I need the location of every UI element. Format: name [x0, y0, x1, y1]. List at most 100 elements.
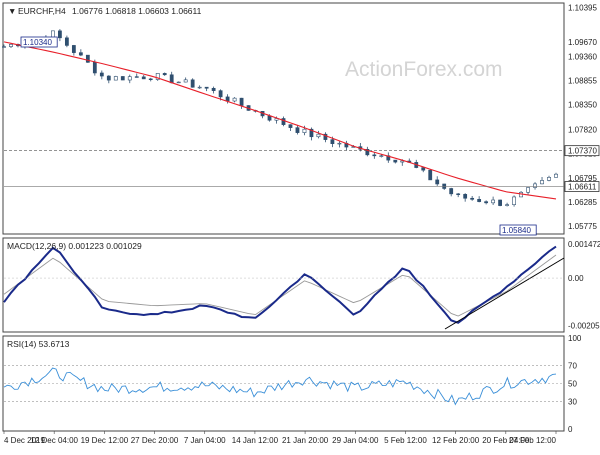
ohlc-readout: 1.06776 1.06818 1.06603 1.06611: [72, 6, 202, 16]
candle-body: [400, 160, 405, 163]
candle-body: [505, 204, 509, 206]
candle-body: [204, 86, 209, 89]
candle-body: [379, 155, 384, 157]
candle-body: [498, 199, 503, 206]
candle-body: [78, 52, 83, 56]
rsi-line: [3, 367, 557, 406]
macd-trendline: [444, 257, 565, 330]
candle-body: [162, 73, 167, 76]
rsi-tick-label: 50: [568, 380, 577, 389]
x-tick-label: 14 Jan 12:00: [232, 436, 279, 445]
x-tick-label: 5 Feb 12:00: [384, 436, 427, 445]
candle-body: [316, 133, 321, 138]
price-tick-label: 1.08855: [568, 76, 597, 85]
dropdown-arrow-icon[interactable]: ▼: [8, 6, 16, 16]
candle-body: [232, 97, 237, 102]
price-tick-label: 1.06795: [568, 174, 597, 183]
candle-body: [421, 167, 426, 171]
axes: 1.10395 1.09670 1.09360 1.08855 1.08350 1.078…: [3, 4, 600, 445]
candle-body: [239, 97, 244, 106]
candle-body: [190, 79, 195, 88]
candle-body: [92, 62, 97, 74]
x-tick-label: 20 Feb 04:00: [482, 436, 530, 445]
candle-body: [281, 118, 286, 125]
macd-tick-label: 0.001472: [568, 240, 600, 249]
price-tick-label: 1.06285: [568, 198, 597, 207]
x-tick-label: 19 Dec 12:00: [81, 436, 129, 445]
candle-body: [526, 187, 530, 193]
watermark: ActionForex.com: [345, 58, 503, 81]
candle-body: [288, 124, 293, 128]
price-tick-label: 1.09670: [568, 38, 597, 47]
rsi-tick-label: 100: [568, 334, 582, 343]
candle-body: [71, 45, 76, 53]
candle-body: [183, 79, 188, 83]
candle-body: [141, 76, 146, 80]
rsi-tick-label: 70: [568, 361, 577, 370]
candle-body: [2, 46, 6, 48]
candle-body: [211, 87, 216, 91]
candle-body: [330, 139, 335, 144]
candle-body: [456, 193, 461, 195]
candle-body: [9, 44, 13, 47]
macd-panel-frame: [2, 237, 565, 333]
candle-body: [540, 180, 544, 185]
level-axis-label: 1.07370: [568, 147, 597, 156]
candle-body: [302, 128, 307, 133]
candle-body: [554, 173, 558, 178]
macd-title: MACD(12,26,9) 0.001223 0.001029: [7, 241, 142, 251]
x-tick-label: 27 Dec 20:00: [131, 436, 179, 445]
price-plot: 1.10340 1.05840: [2, 29, 564, 236]
candle-body: [365, 148, 370, 156]
low-label-box: [499, 224, 537, 236]
price-tick-label: 1.08350: [568, 100, 597, 109]
high-label: 1.10340: [23, 38, 52, 47]
candle-body: [477, 199, 482, 202]
candle-body: [176, 81, 181, 84]
price-tick-label: 1.05775: [568, 222, 597, 231]
candle-body: [337, 142, 342, 145]
candle-body: [491, 199, 496, 204]
candle-body: [113, 76, 118, 81]
level-axis-label-box: [564, 145, 600, 157]
candle-body: [309, 128, 314, 138]
rsi-tick-label: 30: [568, 398, 577, 407]
macd-tick-label: 0.00: [568, 274, 584, 283]
candle-body: [435, 179, 440, 185]
candle-body: [225, 96, 230, 102]
price-tick-label: 1.07820: [568, 125, 597, 134]
x-tick-label: 29 Jan 04:00: [332, 436, 379, 445]
rsi-title: RSI(14) 53.6713: [7, 339, 70, 349]
rsi-panel-frame: [2, 335, 565, 432]
symbol-label: EURCHF,H4: [18, 6, 66, 16]
candle-body: [463, 194, 468, 199]
last-price-axis-label: 1.06611: [568, 183, 597, 192]
x-tick-label: 12 Dec 04:00: [30, 436, 78, 445]
rsi-tick-label: 0: [568, 425, 573, 434]
last-price-axis-label-box: [564, 181, 600, 192]
x-tick-label: 21 Jan 20:00: [282, 436, 329, 445]
candle-body: [393, 159, 398, 163]
candle-body: [85, 54, 90, 63]
candle-body: [127, 76, 132, 81]
candle-body: [218, 90, 223, 98]
high-label-box: [20, 36, 58, 48]
candle-body: [372, 154, 377, 157]
candle-body: [323, 133, 328, 140]
candle-body: [99, 72, 104, 77]
rsi-plot: [3, 364, 564, 406]
candle-body: [64, 37, 69, 46]
candle-body: [106, 75, 111, 81]
candle-body: [547, 177, 551, 181]
macd-plot: [3, 245, 565, 330]
x-tick-label: 4 Dec 2019: [4, 436, 45, 445]
price-tick-label: 1.10395: [568, 4, 597, 13]
candle-body: [134, 76, 139, 78]
moving-average-line: [3, 41, 557, 200]
candle-body: [169, 74, 174, 84]
candle-body: [57, 30, 62, 39]
candle-body: [197, 86, 202, 89]
